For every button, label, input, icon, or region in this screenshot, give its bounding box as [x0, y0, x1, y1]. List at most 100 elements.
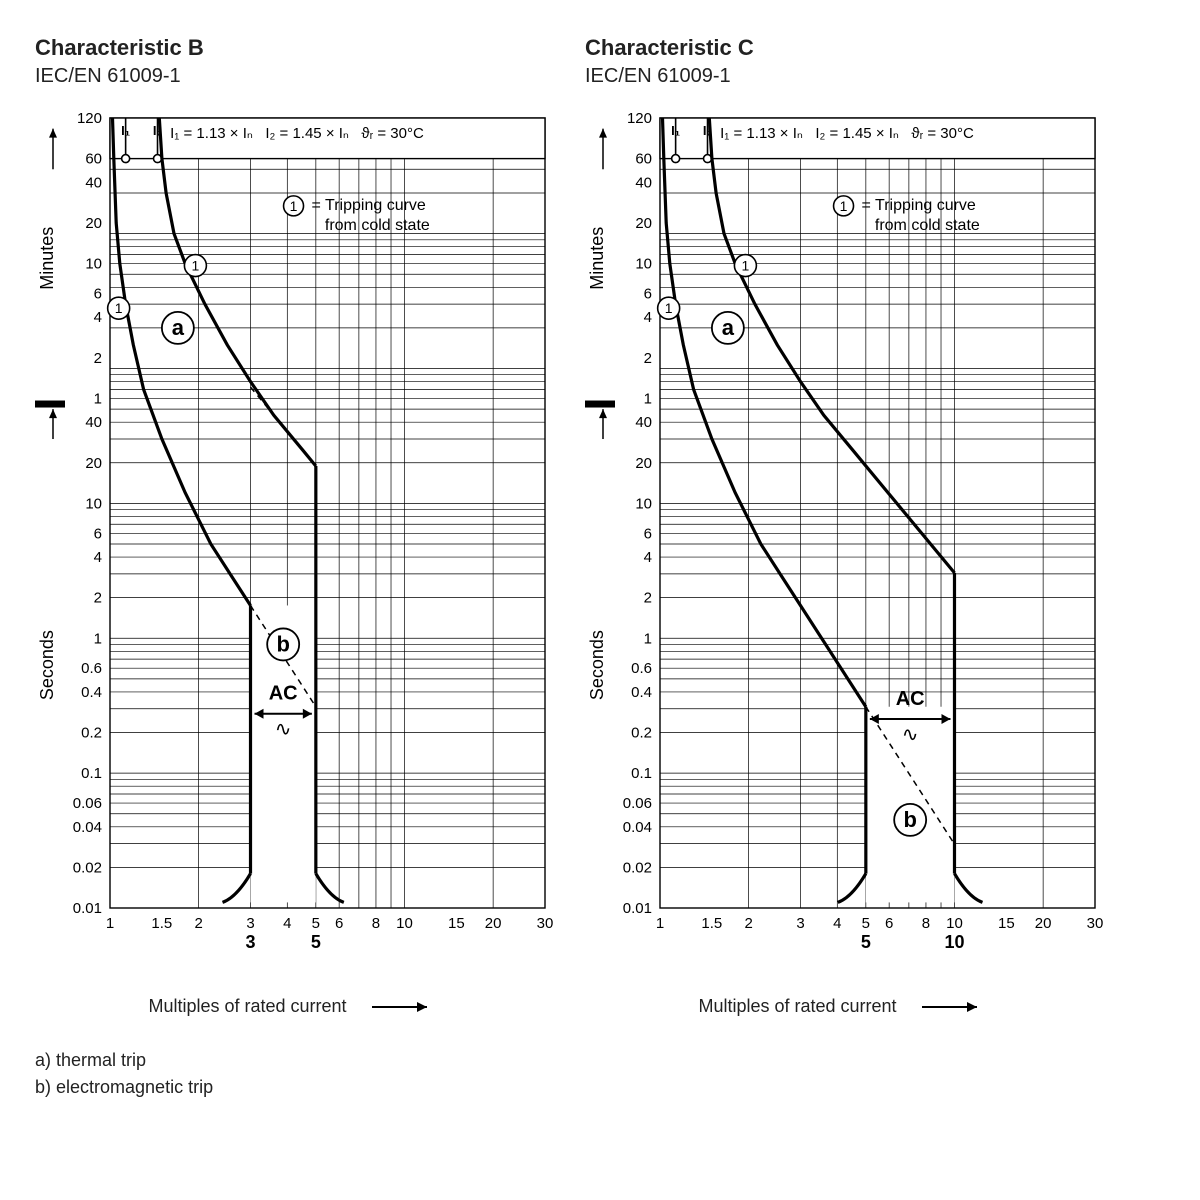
- panel-title: Characteristic B: [35, 35, 555, 61]
- svg-text:from cold state: from cold state: [312, 217, 430, 234]
- x-axis-label: Multiples of rated current: [585, 996, 1105, 1017]
- svg-text:20: 20: [635, 455, 652, 472]
- svg-text:4: 4: [94, 549, 102, 566]
- panel-subtitle: IEC/EN 61009-1: [35, 65, 555, 88]
- svg-text:10: 10: [635, 495, 652, 512]
- svg-text:Minutes: Minutes: [37, 227, 57, 290]
- footer-b: b) electromagnetic trip: [35, 1074, 1165, 1101]
- svg-text:2: 2: [94, 590, 102, 607]
- svg-text:6: 6: [644, 525, 652, 542]
- svg-text:1: 1: [665, 300, 673, 316]
- svg-text:0.2: 0.2: [81, 725, 102, 742]
- chart-panel: Characteristic C IEC/EN 61009-1 I₁I₂I₁ =…: [585, 35, 1105, 1017]
- svg-text:1: 1: [290, 198, 298, 214]
- footer-a: a) thermal trip: [35, 1047, 1165, 1074]
- svg-text:6: 6: [94, 525, 102, 542]
- svg-text:I₁: I₁: [121, 123, 130, 138]
- svg-text:I₁ = 1.13 × Iₙ I₂ = 1.45 × I: I₁ = 1.13 × Iₙ I₂ = 1.45 × Iₙ ϑᵣ = 30°C: [170, 125, 424, 142]
- trip-curve-chart: I₁I₂I₁ = 1.13 × Iₙ I₂ = 1.45 × Iₙ ϑᵣ = 3…: [585, 98, 1105, 968]
- svg-text:0.4: 0.4: [81, 684, 102, 701]
- svg-text:20: 20: [85, 455, 102, 472]
- svg-text:0.06: 0.06: [73, 795, 102, 812]
- svg-text:5: 5: [862, 915, 870, 932]
- svg-text:3: 3: [246, 915, 254, 932]
- svg-text:0.6: 0.6: [81, 660, 102, 677]
- svg-text:1: 1: [94, 630, 102, 647]
- footer-legend: a) thermal trip b) electromagnetic trip: [35, 1047, 1165, 1101]
- panel-subtitle: IEC/EN 61009-1: [585, 65, 1105, 88]
- svg-text:1: 1: [94, 390, 102, 407]
- svg-text:5: 5: [312, 915, 320, 932]
- svg-text:5: 5: [311, 932, 321, 952]
- svg-text:b: b: [903, 807, 916, 832]
- svg-text:40: 40: [85, 174, 102, 191]
- page-root: Characteristic B IEC/EN 61009-1 I₁I₂I₁ =…: [35, 35, 1165, 1017]
- svg-text:4: 4: [283, 915, 291, 932]
- svg-text:0.4: 0.4: [631, 684, 652, 701]
- svg-text:= Tripping curve: = Tripping curve: [312, 197, 426, 214]
- svg-text:6: 6: [885, 915, 893, 932]
- svg-text:1: 1: [192, 258, 200, 274]
- svg-text:4: 4: [833, 915, 841, 932]
- svg-text:a: a: [722, 315, 735, 340]
- svg-text:= Tripping curve: = Tripping curve: [862, 197, 976, 214]
- svg-text:from cold state: from cold state: [862, 217, 980, 234]
- svg-text:1: 1: [115, 300, 123, 316]
- svg-text:2: 2: [194, 915, 202, 932]
- svg-text:10: 10: [85, 256, 102, 273]
- svg-text:AC: AC: [269, 683, 298, 705]
- svg-text:Seconds: Seconds: [37, 630, 57, 700]
- svg-text:40: 40: [635, 414, 652, 431]
- svg-text:1.5: 1.5: [151, 915, 172, 932]
- svg-text:4: 4: [644, 549, 652, 566]
- chart-panel: Characteristic B IEC/EN 61009-1 I₁I₂I₁ =…: [35, 35, 555, 1017]
- svg-text:0.02: 0.02: [73, 859, 102, 876]
- svg-text:30: 30: [537, 915, 554, 932]
- svg-text:2: 2: [744, 915, 752, 932]
- svg-text:0.02: 0.02: [623, 859, 652, 876]
- svg-text:2: 2: [94, 350, 102, 367]
- svg-text:0.04: 0.04: [73, 819, 102, 836]
- svg-text:8: 8: [922, 915, 930, 932]
- svg-text:I₁: I₁: [671, 123, 680, 138]
- svg-text:Seconds: Seconds: [587, 630, 607, 700]
- svg-text:3: 3: [246, 932, 256, 952]
- svg-text:2: 2: [644, 350, 652, 367]
- svg-text:0.1: 0.1: [81, 765, 102, 782]
- svg-text:4: 4: [94, 309, 102, 326]
- svg-text:8: 8: [372, 915, 380, 932]
- svg-text:10: 10: [944, 932, 964, 952]
- svg-text:20: 20: [1035, 915, 1052, 932]
- svg-text:20: 20: [635, 215, 652, 232]
- svg-text:4: 4: [644, 309, 652, 326]
- svg-text:6: 6: [335, 915, 343, 932]
- svg-text:3: 3: [796, 915, 804, 932]
- svg-text:1.5: 1.5: [701, 915, 722, 932]
- svg-text:40: 40: [85, 414, 102, 431]
- svg-text:I₁ = 1.13 × Iₙ I₂ = 1.45 × I: I₁ = 1.13 × Iₙ I₂ = 1.45 × Iₙ ϑᵣ = 30°C: [720, 125, 974, 142]
- svg-text:Minutes: Minutes: [587, 227, 607, 290]
- svg-text:0.06: 0.06: [623, 795, 652, 812]
- svg-text:0.01: 0.01: [623, 900, 652, 917]
- svg-text:10: 10: [635, 256, 652, 273]
- svg-text:5: 5: [861, 932, 871, 952]
- svg-text:15: 15: [448, 915, 465, 932]
- svg-text:6: 6: [94, 285, 102, 302]
- svg-text:0.2: 0.2: [631, 725, 652, 742]
- svg-text:20: 20: [85, 215, 102, 232]
- svg-text:1: 1: [742, 258, 750, 274]
- svg-text:a: a: [172, 315, 185, 340]
- svg-text:0.1: 0.1: [631, 765, 652, 782]
- trip-curve-chart: I₁I₂I₁ = 1.13 × Iₙ I₂ = 1.45 × Iₙ ϑᵣ = 3…: [35, 98, 555, 968]
- svg-text:20: 20: [485, 915, 502, 932]
- svg-text:30: 30: [1087, 915, 1104, 932]
- svg-text:1: 1: [656, 915, 664, 932]
- svg-text:40: 40: [635, 174, 652, 191]
- svg-text:10: 10: [85, 495, 102, 512]
- svg-text:0.01: 0.01: [73, 900, 102, 917]
- x-axis-label: Multiples of rated current: [35, 996, 555, 1017]
- svg-text:∿: ∿: [902, 724, 919, 746]
- svg-text:1: 1: [644, 390, 652, 407]
- svg-text:120: 120: [627, 110, 652, 127]
- svg-text:120: 120: [77, 110, 102, 127]
